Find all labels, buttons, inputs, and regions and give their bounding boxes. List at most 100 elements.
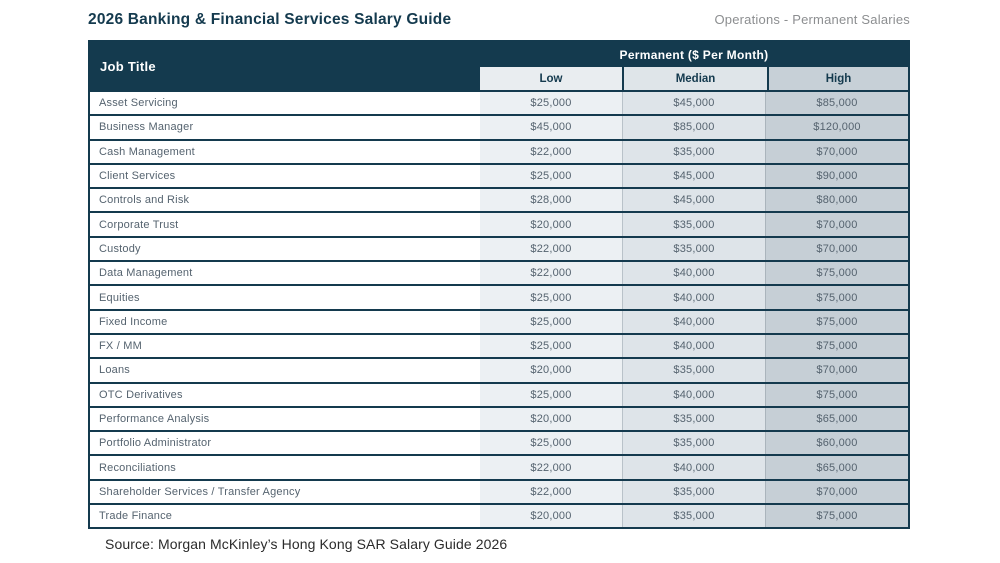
median-value-cell: $40,000 (622, 334, 765, 358)
table-row: Loans $20,000 $35,000 $70,000 (90, 359, 908, 382)
low-value-cell: $20,000 (480, 213, 622, 236)
median-value-cell: $35,000 (622, 140, 765, 163)
median-value-cell: $35,000 (622, 213, 765, 236)
job-title-cell: Controls and Risk (90, 189, 480, 212)
permanent-header-block: Permanent ($ Per Month) Low Median High (480, 42, 908, 90)
table-row: Performance Analysis $20,000 $35,000 $65… (90, 407, 908, 431)
median-value-cell: $40,000 (622, 286, 765, 309)
job-title-cell: Client Services (90, 164, 480, 188)
low-value-cell: $20,000 (480, 505, 622, 528)
job-title-cell: Equities (90, 286, 480, 309)
high-value-cell: $90,000 (765, 164, 908, 188)
median-value-cell: $40,000 (622, 310, 765, 333)
high-value-cell: $80,000 (765, 189, 908, 212)
table-row: OTC Derivatives $25,000 $40,000 $75,000 (90, 383, 908, 406)
median-value-cell: $40,000 (622, 456, 765, 479)
page-title: 2026 Banking & Financial Services Salary… (88, 11, 452, 28)
table-row: Business Manager $45,000 $85,000 $120,00… (90, 116, 908, 139)
table-row: Reconciliations $22,000 $40,000 $65,000 (90, 456, 908, 479)
median-value-cell: $45,000 (622, 164, 765, 188)
job-title-cell: Reconciliations (90, 456, 480, 479)
high-value-cell: $60,000 (765, 432, 908, 455)
median-value-cell: $35,000 (622, 505, 765, 528)
job-title-cell: FX / MM (90, 334, 480, 358)
high-value-cell: $75,000 (765, 286, 908, 309)
low-value-cell: $22,000 (480, 237, 622, 261)
permanent-group-header: Permanent ($ Per Month) (619, 47, 769, 62)
median-value-cell: $35,000 (622, 480, 765, 504)
low-value-cell: $25,000 (480, 92, 622, 115)
high-value-cell: $75,000 (765, 334, 908, 358)
salary-table: Job Title Permanent ($ Per Month) Low Me… (88, 40, 910, 530)
high-value-cell: $70,000 (765, 359, 908, 382)
header-bar: 2026 Banking & Financial Services Salary… (88, 11, 910, 29)
job-title-cell: Trade Finance (90, 505, 480, 528)
median-value-cell: $45,000 (622, 189, 765, 212)
table-row: Shareholder Services / Transfer Agency $… (90, 480, 908, 504)
median-value-cell: $85,000 (622, 116, 765, 139)
median-column-header: Median (624, 67, 767, 90)
high-value-cell: $75,000 (765, 310, 908, 333)
high-value-cell: $75,000 (765, 383, 908, 406)
median-value-cell: $35,000 (622, 407, 765, 431)
table-body: Asset Servicing $25,000 $45,000 $85,000 … (90, 92, 908, 528)
table-row: FX / MM $25,000 $40,000 $75,000 (90, 334, 908, 358)
high-value-cell: $70,000 (765, 480, 908, 504)
low-value-cell: $25,000 (480, 164, 622, 188)
high-value-cell: $70,000 (765, 140, 908, 163)
high-value-cell: $70,000 (765, 237, 908, 261)
high-value-cell: $65,000 (765, 407, 908, 431)
low-value-cell: $20,000 (480, 407, 622, 431)
median-value-cell: $45,000 (622, 92, 765, 115)
job-title-cell: Cash Management (90, 140, 480, 163)
table-row: Custody $22,000 $35,000 $70,000 (90, 237, 908, 261)
job-title-cell: OTC Derivatives (90, 383, 480, 406)
median-value-cell: $35,000 (622, 237, 765, 261)
page-subtitle: Operations - Permanent Salaries (714, 12, 910, 27)
table-row: Client Services $25,000 $45,000 $90,000 (90, 164, 908, 188)
table-row: Equities $25,000 $40,000 $75,000 (90, 286, 908, 309)
job-title-cell: Performance Analysis (90, 407, 480, 431)
low-value-cell: $45,000 (480, 116, 622, 139)
job-title-cell: Loans (90, 359, 480, 382)
low-column-header: Low (480, 67, 622, 90)
low-value-cell: $25,000 (480, 334, 622, 358)
low-value-cell: $22,000 (480, 456, 622, 479)
job-title-cell: Corporate Trust (90, 213, 480, 236)
job-title-cell: Custody (90, 237, 480, 261)
low-value-cell: $25,000 (480, 383, 622, 406)
low-value-cell: $22,000 (480, 262, 622, 285)
high-value-cell: $65,000 (765, 456, 908, 479)
job-title-cell: Business Manager (90, 116, 480, 139)
table-header: Job Title Permanent ($ Per Month) Low Me… (90, 42, 908, 90)
job-title-cell: Portfolio Administrator (90, 432, 480, 455)
table-row: Data Management $22,000 $40,000 $75,000 (90, 262, 908, 285)
low-value-cell: $20,000 (480, 359, 622, 382)
high-value-cell: $85,000 (765, 92, 908, 115)
sub-headers: Low Median High (480, 67, 908, 90)
low-value-cell: $25,000 (480, 310, 622, 333)
job-title-column-header: Job Title (100, 58, 156, 74)
job-title-cell: Data Management (90, 262, 480, 285)
high-value-cell: $75,000 (765, 505, 908, 528)
low-value-cell: $22,000 (480, 140, 622, 163)
table-row: Corporate Trust $20,000 $35,000 $70,000 (90, 213, 908, 236)
job-title-cell: Shareholder Services / Transfer Agency (90, 480, 480, 504)
high-column-header: High (769, 67, 908, 90)
high-value-cell: $75,000 (765, 262, 908, 285)
high-value-cell: $70,000 (765, 213, 908, 236)
table-row: Controls and Risk $28,000 $45,000 $80,00… (90, 189, 908, 212)
median-value-cell: $40,000 (622, 262, 765, 285)
low-value-cell: $28,000 (480, 189, 622, 212)
table-row: Asset Servicing $25,000 $45,000 $85,000 (90, 92, 908, 115)
table-row: Trade Finance $20,000 $35,000 $75,000 (90, 505, 908, 528)
low-value-cell: $25,000 (480, 286, 622, 309)
table-row: Portfolio Administrator $25,000 $35,000 … (90, 432, 908, 455)
median-value-cell: $35,000 (622, 359, 765, 382)
job-title-cell: Asset Servicing (90, 92, 480, 115)
median-value-cell: $40,000 (622, 383, 765, 406)
table-row: Fixed Income $25,000 $40,000 $75,000 (90, 310, 908, 333)
job-title-cell: Fixed Income (90, 310, 480, 333)
source-note: Source: Morgan McKinley’s Hong Kong SAR … (105, 536, 508, 552)
